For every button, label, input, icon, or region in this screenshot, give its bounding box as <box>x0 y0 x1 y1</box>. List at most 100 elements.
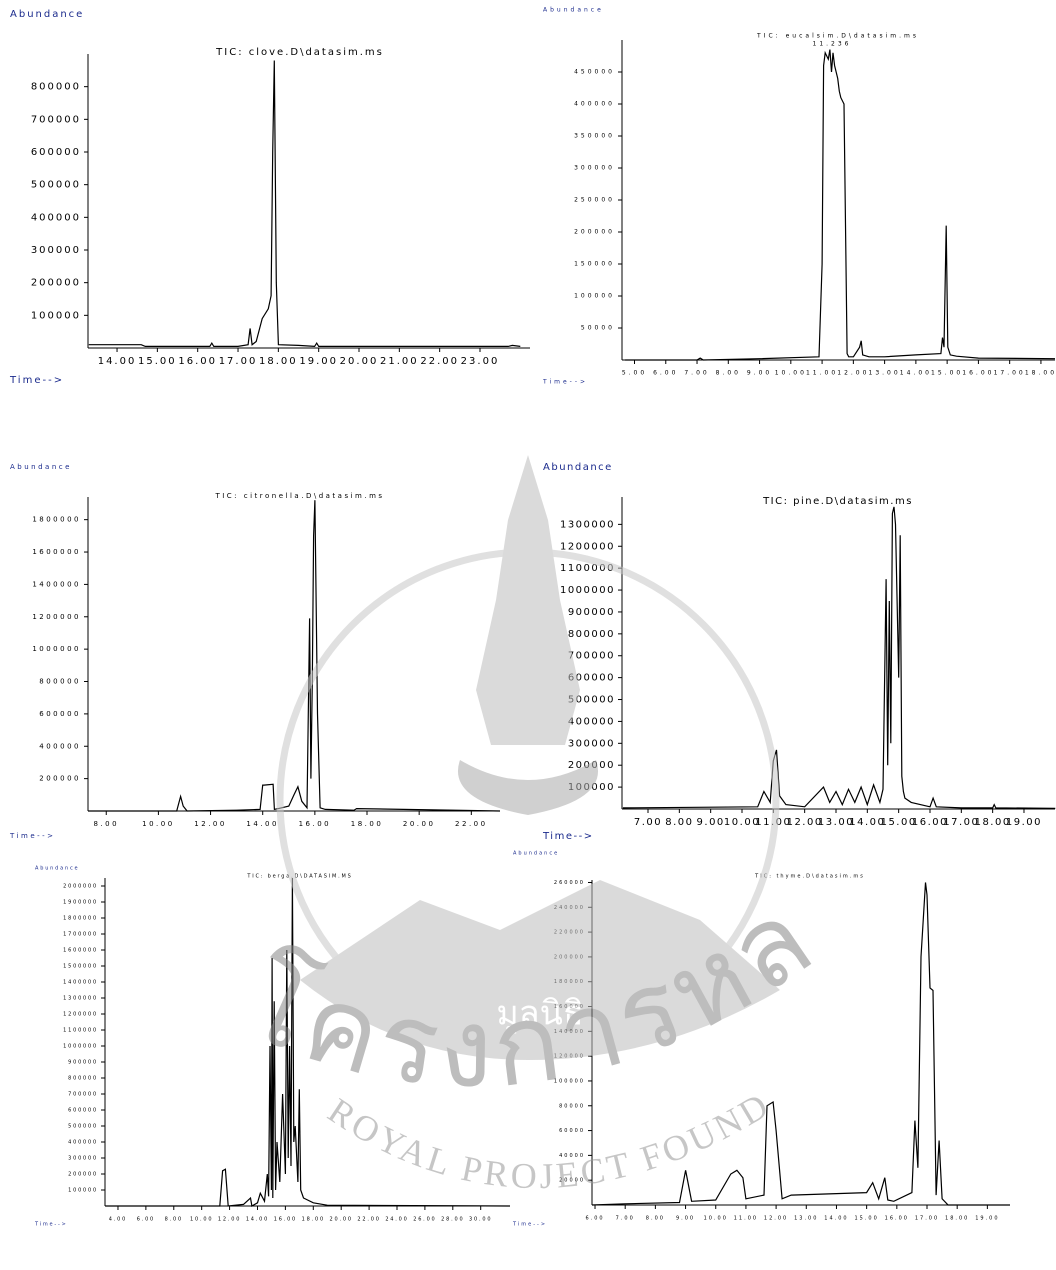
y-tick-label: 900000 <box>568 607 615 618</box>
chart-title: TIC: pine.D\datasim.ms <box>762 496 913 507</box>
x-tick-label: 20.00 <box>330 1217 353 1223</box>
y-tick-label: 700000 <box>31 114 81 125</box>
y-tick-label: 150000 <box>574 261 615 268</box>
x-tick-label: 8.00 <box>165 1217 183 1223</box>
y-tick-label: 1700000 <box>63 932 98 938</box>
y-tick-label: 1600000 <box>32 548 81 556</box>
chromatogram-line <box>105 877 511 1207</box>
x-tick-label: 14.00 <box>246 1217 269 1223</box>
x-tick-label: 12.00 <box>787 817 823 828</box>
x-tick-label: 5.00 <box>622 370 647 377</box>
x-tick-label: 14.00 <box>246 820 279 828</box>
y-tick-label: 300000 <box>574 165 615 172</box>
x-tick-label: 17.00 <box>994 370 1026 377</box>
watermark-emblem <box>476 455 580 745</box>
y-tick-label: 450000 <box>574 69 615 76</box>
x-tick-label: 10.00 <box>724 817 760 828</box>
chromatogram-line <box>88 60 521 348</box>
y-tick-label: 600000 <box>68 1108 98 1114</box>
x-tick-label: 16.00 <box>178 356 217 367</box>
x-tick-label: 18.00 <box>975 817 1011 828</box>
x-tick-label: 12.00 <box>837 370 869 377</box>
y-tick-label: 250000 <box>574 197 615 204</box>
y-tick-label: 500000 <box>68 1124 98 1130</box>
chromatogram-line <box>591 882 1010 1206</box>
y-tick-label: 260000 <box>554 880 585 886</box>
y-tick-label: 100000 <box>31 310 81 321</box>
y-tick-label: 800000 <box>568 629 615 640</box>
x-axis-label: Time--> <box>9 375 64 386</box>
y-tick-label: 1100000 <box>63 1028 98 1034</box>
x-tick-label: 19.00 <box>299 356 338 367</box>
x-tick-label: 18.00 <box>351 820 384 828</box>
chart-title: TIC: clove.D\datasim.ms <box>215 47 384 58</box>
y-tick-label: 200000 <box>31 278 81 289</box>
chart: Abundance Time--> TIC: berga.D\DATASIM.MS 1… <box>34 866 511 1228</box>
y-tick-label: 500000 <box>568 695 615 706</box>
x-tick-label: 10.00 <box>142 820 175 828</box>
x-tick-label: 22.00 <box>357 1217 380 1223</box>
chart: Abundance Time--> TIC: clove.D\datasim.ms 1… <box>9 9 530 386</box>
x-tick-label: 6.00 <box>137 1217 155 1223</box>
peak-annotation: 11.236 <box>813 41 852 48</box>
y-tick-label: 1400000 <box>32 580 81 588</box>
y-tick-label: 1900000 <box>63 900 98 906</box>
y-tick-label: 1000000 <box>63 1044 98 1050</box>
watermark-mountain <box>300 880 780 1060</box>
x-tick-label: 18.00 <box>945 1216 969 1222</box>
x-tick-label: 13.00 <box>794 1216 818 1222</box>
x-tick-label: 8.00 <box>646 1216 665 1222</box>
x-tick-label: 28.00 <box>441 1217 464 1223</box>
watermark: มูลนิธิ โครงการหลวง ROYAL PROJECT FOUNDA… <box>0 0 833 1197</box>
y-tick-label: 1200000 <box>560 541 615 552</box>
x-tick-label: 16.00 <box>962 370 994 377</box>
y-tick-label: 400000 <box>68 1140 98 1146</box>
y-tick-label: 1000000 <box>560 585 615 596</box>
y-tick-label: 20000 <box>559 1178 585 1184</box>
x-tick-label: 17.00 <box>219 356 258 367</box>
x-tick-label: 9.00 <box>697 817 725 828</box>
chart: Abundance Time--> TIC: citronella.D\datasi… <box>9 463 501 840</box>
x-tick-label: 12.00 <box>194 820 227 828</box>
x-tick-label: 18.00 <box>259 356 298 367</box>
x-tick-label: 15.00 <box>931 370 963 377</box>
y-tick-label: 80000 <box>559 1103 585 1109</box>
x-tick-label: 8.00 <box>665 817 693 828</box>
chromatogram-line <box>88 500 501 812</box>
y-tick-label: 1300000 <box>63 996 98 1002</box>
x-tick-label: 10.00 <box>775 370 807 377</box>
x-tick-label: 9.00 <box>747 370 772 377</box>
y-tick-label: 1500000 <box>63 964 98 970</box>
y-tick-label: 1600000 <box>63 948 98 954</box>
x-tick-label: 9.00 <box>676 1216 695 1222</box>
x-axis-label: Time--> <box>9 832 56 840</box>
x-tick-label: 12.00 <box>764 1216 788 1222</box>
y-tick-label: 60000 <box>559 1128 585 1134</box>
x-tick-label: 13.00 <box>869 370 901 377</box>
chart-title: TIC: eucalsim.D\datasim.ms <box>756 33 919 40</box>
y-tick-label: 1200000 <box>63 1012 98 1018</box>
y-tick-label: 600000 <box>568 673 615 684</box>
y-axis-label: Abundance <box>543 7 604 14</box>
x-tick-label: 10.00 <box>704 1216 728 1222</box>
y-tick-label: 800000 <box>31 82 81 93</box>
chart-title: TIC: citronella.D\datasim.ms <box>214 492 384 500</box>
watermark-emblem-base <box>457 760 599 815</box>
watermark-center: มูลนิธิ <box>496 994 583 1034</box>
x-tick-label: 7.00 <box>684 370 709 377</box>
y-tick-label: 350000 <box>574 133 615 140</box>
y-tick-label: 100000 <box>68 1188 98 1194</box>
y-tick-label: 700000 <box>568 651 615 662</box>
x-tick-label: 21.00 <box>380 356 419 367</box>
x-tick-label: 8.00 <box>93 820 119 828</box>
x-tick-label: 16.00 <box>274 1217 297 1223</box>
x-tick-label: 20.00 <box>403 820 436 828</box>
x-tick-label: 18.00 <box>1025 370 1056 377</box>
x-axis-label: Time--> <box>542 379 588 386</box>
x-tick-label: 30.00 <box>469 1217 492 1223</box>
y-tick-label: 1800000 <box>63 916 98 922</box>
y-tick-label: 400000 <box>574 101 615 108</box>
y-tick-label: 500000 <box>31 180 81 191</box>
x-tick-label: 18.00 <box>302 1217 325 1223</box>
